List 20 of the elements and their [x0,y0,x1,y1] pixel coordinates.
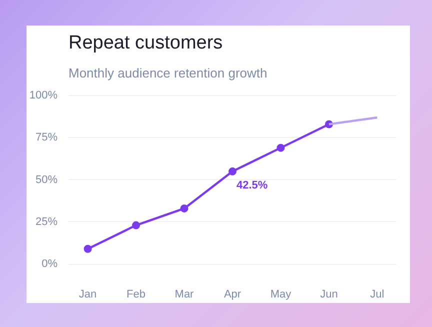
x-tick-label: Mar [174,288,194,300]
x-tick-label: May [270,288,292,300]
y-tick-label: 100% [29,90,58,102]
point [180,204,188,212]
point [228,167,236,176]
point [276,144,285,152]
x-tick-label: Jun [320,288,338,300]
y-tick-label: 25% [35,216,58,228]
chart-title: Repeat customers [68,32,223,54]
y-tick-label: 50% [35,174,58,186]
x-tick-label: Jul [370,288,384,300]
x-tick-label: Apr [224,288,242,300]
y-tick-label: 0% [42,258,58,270]
x-tick-label: Jan [78,288,97,300]
chart-subtitle: Monthly audience retention growth [68,66,268,80]
point [84,244,92,253]
annotation: 42.5% [236,179,268,192]
point [132,221,140,230]
x-tick-label: Feb [126,288,146,300]
y-tick-label: 75% [35,132,58,144]
